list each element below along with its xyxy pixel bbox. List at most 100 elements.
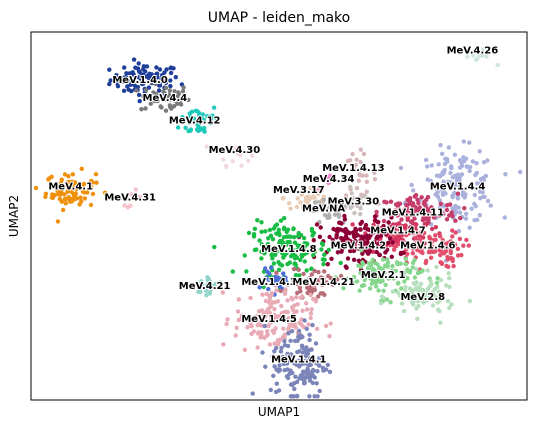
- cluster-label: MeV.4.31: [104, 193, 156, 204]
- data-point: [320, 257, 326, 262]
- data-point: [386, 240, 391, 245]
- data-point: [264, 291, 269, 297]
- data-point: [136, 69, 142, 74]
- data-point: [318, 291, 323, 296]
- data-point: [197, 285, 202, 290]
- data-point: [304, 350, 309, 355]
- data-point: [244, 269, 249, 274]
- data-point: [364, 274, 369, 279]
- data-point: [448, 245, 453, 250]
- data-point: [431, 293, 437, 298]
- data-point: [66, 174, 71, 179]
- data-point: [292, 240, 298, 245]
- data-point: [273, 326, 278, 331]
- data-point: [461, 139, 466, 144]
- data-point: [463, 216, 469, 221]
- data-point: [264, 333, 270, 338]
- data-point: [311, 253, 316, 258]
- data-point: [297, 273, 302, 278]
- data-point: [466, 243, 471, 248]
- data-point: [488, 203, 493, 208]
- data-point: [308, 292, 313, 298]
- cluster-label: MeV.1.4.11: [382, 207, 444, 218]
- data-point: [433, 233, 438, 238]
- data-point: [469, 206, 474, 211]
- data-point: [376, 201, 381, 206]
- data-point: [198, 114, 203, 119]
- data-point: [239, 313, 245, 318]
- data-point: [168, 83, 173, 89]
- data-point: [365, 233, 370, 238]
- data-point: [378, 301, 384, 306]
- data-point: [161, 89, 166, 94]
- data-point: [325, 362, 330, 368]
- data-point: [146, 85, 152, 90]
- data-point: [266, 286, 271, 292]
- data-point: [424, 217, 429, 222]
- data-point: [388, 199, 394, 204]
- data-point: [305, 205, 310, 210]
- data-point: [472, 218, 477, 223]
- data-point: [126, 87, 131, 92]
- data-point: [123, 197, 128, 202]
- cluster-label: MeV.4.21: [179, 281, 231, 292]
- data-point: [342, 217, 348, 222]
- data-point: [470, 159, 476, 164]
- data-point: [410, 251, 415, 256]
- data-point: [258, 335, 263, 340]
- data-point: [148, 101, 153, 106]
- data-point: [378, 238, 383, 243]
- data-point: [291, 311, 297, 317]
- data-point: [292, 386, 297, 392]
- data-point: [349, 167, 354, 172]
- data-point: [342, 204, 347, 210]
- data-point: [257, 285, 262, 290]
- data-point: [321, 197, 326, 202]
- data-point: [354, 157, 359, 162]
- data-point: [157, 67, 163, 72]
- data-point: [262, 251, 267, 256]
- data-point: [88, 202, 94, 208]
- data-point: [267, 342, 273, 347]
- data-point: [383, 282, 388, 288]
- data-point: [281, 255, 286, 260]
- data-point: [272, 307, 277, 312]
- data-point: [361, 235, 366, 240]
- cluster-label: MeV.1.4.6: [400, 240, 455, 251]
- data-point: [350, 222, 355, 227]
- data-point: [251, 316, 257, 321]
- data-point: [298, 257, 303, 263]
- data-point: [313, 341, 319, 346]
- data-point: [425, 286, 431, 292]
- data-point: [444, 263, 449, 269]
- data-point: [353, 245, 359, 251]
- data-point: [402, 279, 407, 284]
- data-point: [323, 323, 329, 329]
- data-point: [289, 329, 295, 334]
- data-point: [266, 236, 271, 241]
- data-point: [387, 236, 393, 241]
- data-point: [272, 349, 277, 354]
- data-point: [443, 283, 449, 288]
- data-point: [236, 317, 241, 323]
- data-point: [167, 88, 173, 93]
- data-point: [465, 54, 470, 59]
- data-point: [415, 316, 420, 322]
- data-point: [449, 302, 454, 307]
- data-point: [294, 281, 300, 287]
- plot-frame: [30, 31, 528, 401]
- data-point: [438, 320, 443, 325]
- data-point: [157, 83, 162, 88]
- data-point: [393, 268, 399, 273]
- data-point: [312, 394, 317, 399]
- cluster-label: MeV.4.4: [143, 93, 188, 104]
- data-point: [173, 75, 178, 80]
- data-point: [186, 128, 191, 134]
- data-point: [442, 161, 448, 167]
- data-point: [482, 194, 487, 200]
- data-point: [349, 191, 354, 196]
- data-point: [335, 250, 341, 255]
- data-point: [245, 158, 251, 164]
- data-point: [128, 78, 134, 83]
- data-point: [475, 181, 480, 186]
